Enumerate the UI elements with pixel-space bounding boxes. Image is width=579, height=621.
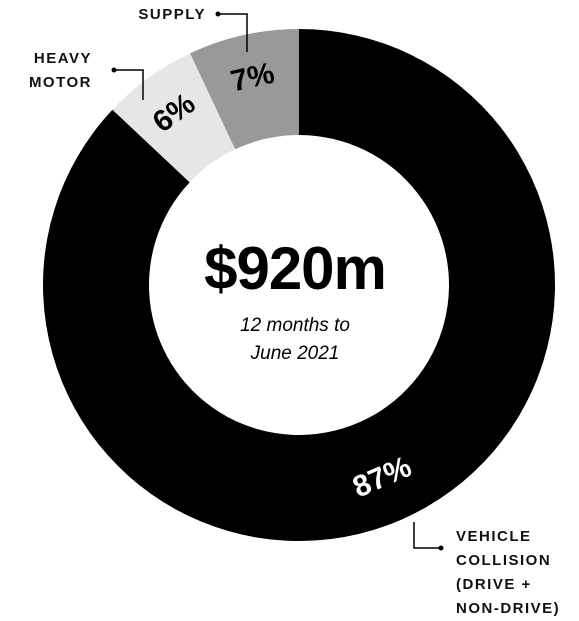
leader-line (413, 522, 441, 549)
leader-dot (438, 545, 444, 551)
category-label: HEAVY (34, 50, 92, 67)
donut-segment (190, 29, 299, 150)
leaders (111, 11, 444, 551)
category-label: COLLISION (456, 552, 551, 569)
category-label: MOTOR (29, 74, 92, 91)
category-label: NON-DRIVE) (456, 600, 560, 617)
category-label: SUPPLY (138, 6, 206, 23)
leader-line (218, 13, 248, 52)
leader-dot (111, 67, 117, 73)
center-subtitle: 12 months to (240, 315, 350, 336)
center-title: $920m (204, 235, 386, 302)
category-label: (DRIVE + (456, 576, 532, 593)
leader-line (114, 69, 144, 100)
center-subtitle: June 2021 (250, 343, 340, 364)
leader-dot (215, 11, 221, 17)
category-label: VEHICLE (456, 528, 532, 545)
donut-segment (42, 29, 555, 541)
